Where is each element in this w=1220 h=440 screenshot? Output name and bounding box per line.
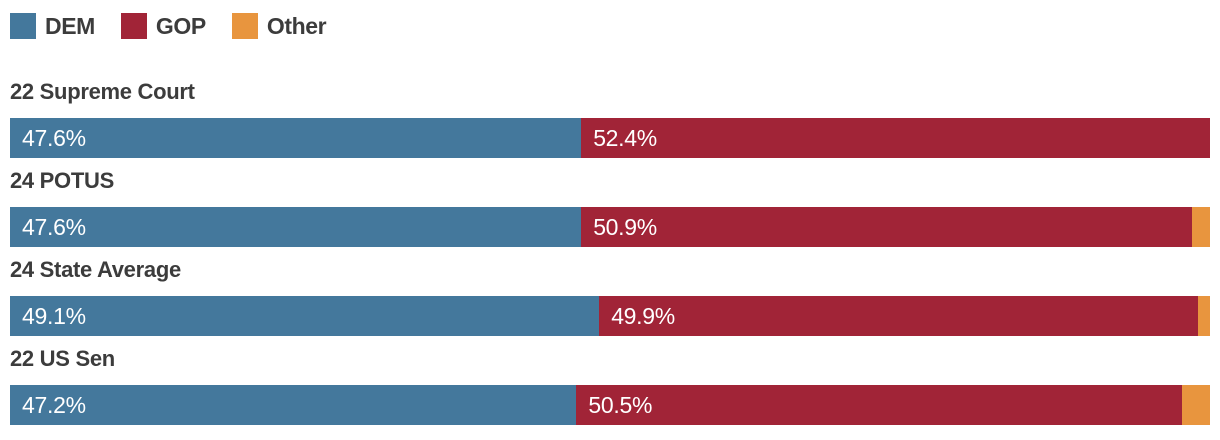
dem-swatch-icon: [10, 13, 36, 39]
bar-segment-gop: 52.4%: [581, 118, 1210, 158]
segment-value-label: 47.6%: [22, 214, 86, 240]
bar-segment-other: [1191, 207, 1210, 247]
gop-swatch-icon: [120, 13, 147, 39]
chart-row-state-average: 24 State Average 49.1% 49.9%: [10, 257, 1210, 336]
stacked-bar: 49.1% 49.9%: [10, 296, 1210, 336]
category-label: 22 Supreme Court: [10, 79, 195, 104]
category-label: 24 State Average: [10, 257, 181, 282]
category-label: 22 US Sen: [10, 346, 115, 371]
legend-item-other: Other: [231, 13, 327, 39]
segment-value-label: 47.6%: [22, 125, 86, 151]
bar-segment-dem: 47.2%: [10, 385, 577, 425]
segment-value-label: 50.9%: [593, 214, 657, 240]
bar-segment-dem: 47.6%: [10, 118, 582, 158]
bar-segment-gop: 50.9%: [581, 207, 1192, 247]
segment-value-label: 49.9%: [611, 303, 675, 329]
bar-segment-dem: 47.6%: [10, 207, 582, 247]
legend-item-dem: DEM: [10, 13, 95, 39]
other-swatch-icon: [231, 13, 258, 39]
stacked-bar: 47.6% 50.9%: [10, 207, 1210, 247]
bar-segment-other: [1197, 296, 1210, 336]
chart-row-us-sen: 22 US Sen 47.2% 50.5%: [10, 346, 1210, 425]
segment-value-label: 50.5%: [588, 392, 653, 418]
bar-segment-dem: 49.1%: [10, 296, 600, 336]
legend-label-dem: DEM: [45, 13, 95, 39]
legend: DEM GOP Other: [10, 13, 1210, 39]
legend-label-gop: GOP: [155, 13, 206, 39]
bar-segment-gop: 49.9%: [599, 296, 1198, 336]
bar-segment-other: [1182, 385, 1210, 425]
chart-row-potus: 24 POTUS 47.6% 50.9%: [10, 168, 1210, 247]
stacked-bar: 47.2% 50.5%: [10, 385, 1210, 425]
legend-item-gop: GOP: [120, 13, 206, 39]
chart-row-supreme-court: 22 Supreme Court 47.6% 52.4%: [10, 79, 1210, 158]
category-label: 24 POTUS: [10, 168, 114, 193]
bar-segment-gop: 50.5%: [576, 385, 1183, 425]
legend-label-other: Other: [266, 13, 327, 39]
segment-value-label: 52.4%: [593, 125, 657, 151]
segment-value-label: 49.1%: [22, 303, 86, 329]
segment-value-label: 47.2%: [22, 392, 86, 418]
stacked-bar: 47.6% 52.4%: [10, 118, 1210, 158]
